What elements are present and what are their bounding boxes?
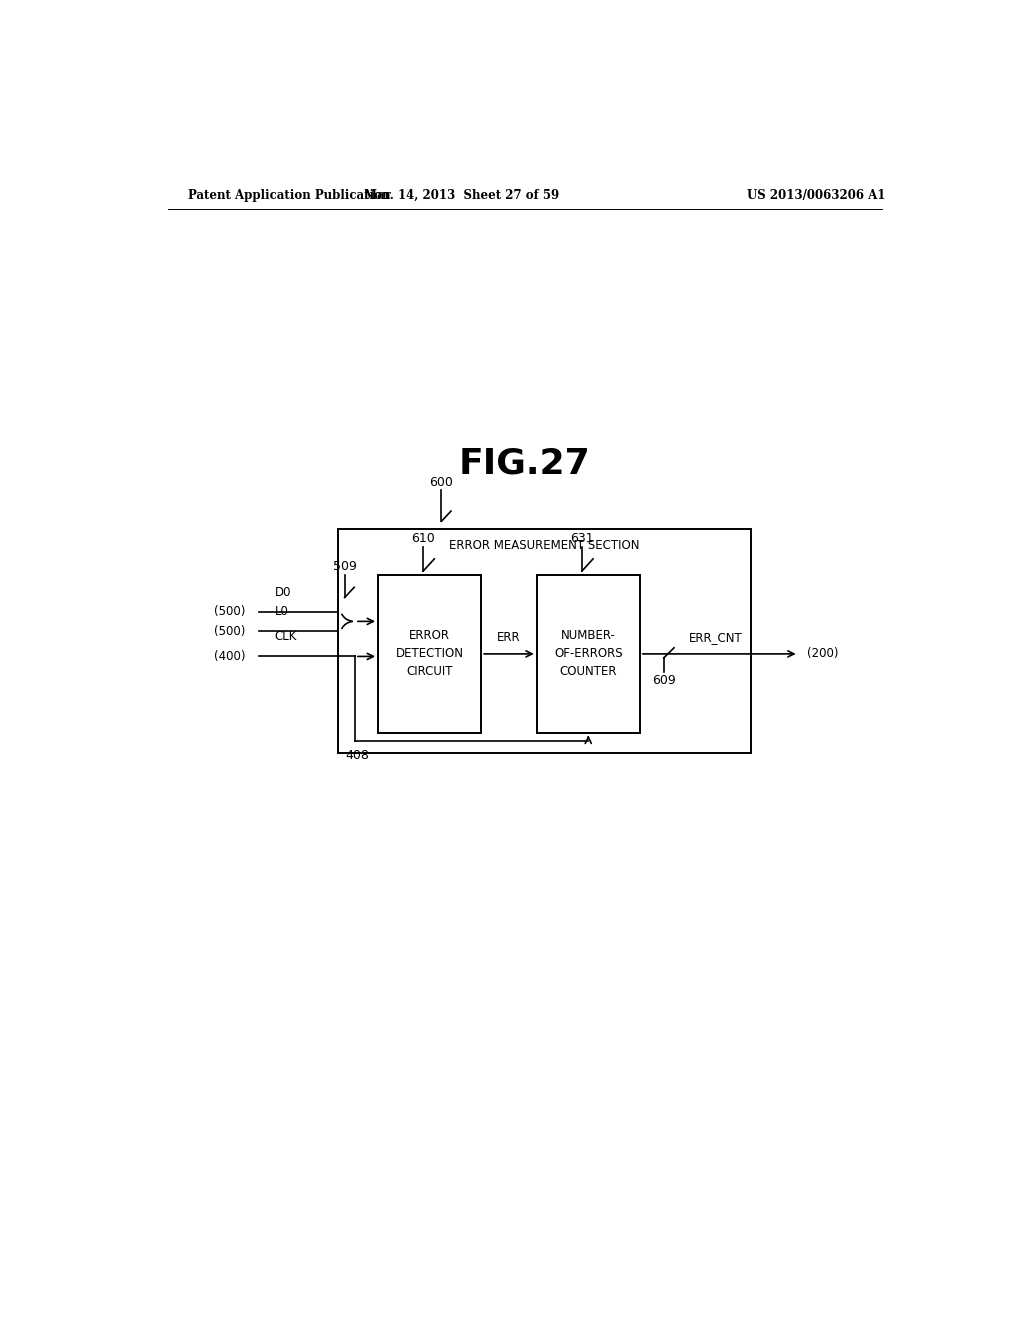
Text: Patent Application Publication: Patent Application Publication [187,189,390,202]
Text: 609: 609 [652,675,676,688]
Text: US 2013/0063206 A1: US 2013/0063206 A1 [748,189,886,202]
Text: ERR_CNT: ERR_CNT [688,631,742,644]
Text: (500): (500) [214,624,246,638]
Text: 631: 631 [570,532,594,545]
Bar [378,576,481,733]
Text: D0: D0 [274,586,291,598]
Bar [338,529,751,752]
Text: ERROR
DETECTION
CIRCUIT: ERROR DETECTION CIRCUIT [395,630,464,678]
Text: 610: 610 [412,532,435,545]
Text: 408: 408 [345,748,370,762]
Text: 509: 509 [333,560,356,573]
Text: FIG.27: FIG.27 [459,446,591,480]
Text: ERROR MEASUREMENT SECTION: ERROR MEASUREMENT SECTION [450,539,640,552]
Text: Mar. 14, 2013  Sheet 27 of 59: Mar. 14, 2013 Sheet 27 of 59 [364,189,559,202]
Text: ERR: ERR [497,631,521,644]
Text: (400): (400) [214,649,246,663]
Text: (500): (500) [214,605,246,618]
Text: 600: 600 [429,475,454,488]
Bar [537,576,640,733]
Text: L0: L0 [274,605,289,618]
Text: CLK: CLK [274,630,297,643]
Text: (200): (200) [807,647,838,660]
Text: NUMBER-
OF-ERRORS
COUNTER: NUMBER- OF-ERRORS COUNTER [554,630,623,678]
